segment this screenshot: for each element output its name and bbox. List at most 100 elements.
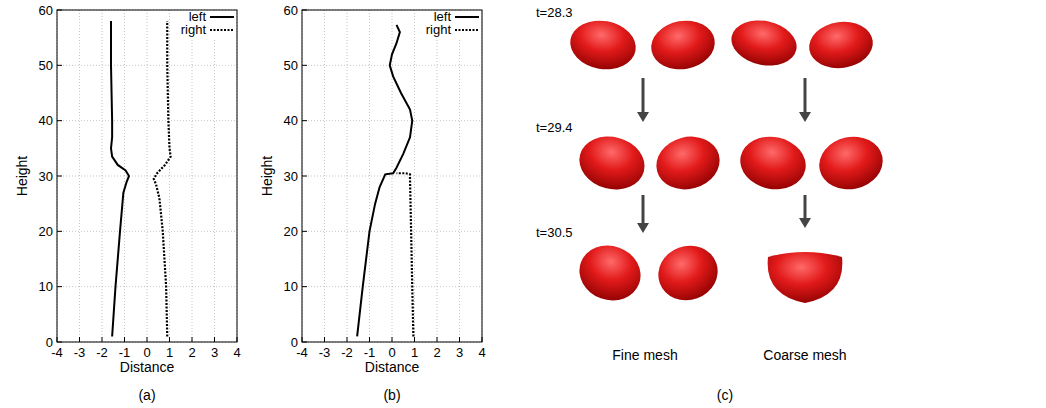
droplet-panel: t=28.3t=29.4t=30.5Fine meshCoarse mesh(c…	[536, 5, 888, 403]
droplet	[566, 16, 639, 75]
tick-label: 0	[143, 345, 150, 360]
tick-label: -3	[74, 345, 86, 360]
series-line	[154, 21, 171, 336]
tick-label: 3	[456, 345, 463, 360]
tick-label: 4	[233, 345, 240, 360]
grid-line	[324, 10, 325, 342]
legend: leftright	[178, 9, 236, 39]
grid-line	[302, 231, 482, 232]
tick	[57, 231, 62, 232]
tick	[437, 337, 438, 342]
axis-title: Height	[14, 156, 30, 197]
tick	[79, 337, 80, 342]
arrow-head	[637, 112, 649, 122]
grid-line	[57, 120, 237, 121]
grid-line	[169, 10, 170, 342]
tick-label: 30	[39, 169, 53, 184]
plot-frame	[302, 10, 482, 342]
tick-label: 60	[39, 3, 53, 18]
legend-sample	[455, 29, 479, 31]
tick	[302, 286, 307, 287]
tick-label: 0	[388, 345, 395, 360]
time-label: t=29.4	[536, 120, 573, 135]
legend: leftright	[423, 9, 481, 39]
axis-title: Distance	[365, 359, 420, 375]
tick-label: -1	[364, 345, 376, 360]
tick-label: 50	[284, 58, 298, 73]
panel: -4-3-2-1012340102030405060DistanceHeight…	[259, 3, 486, 404]
tick-label: 20	[39, 224, 53, 239]
axis-title: Height	[259, 156, 275, 197]
tick	[192, 337, 193, 342]
tick-label: 60	[284, 3, 298, 18]
tick	[347, 337, 348, 342]
tick-label: 30	[284, 169, 298, 184]
grid-line	[57, 65, 237, 66]
tick-label: -1	[119, 345, 131, 360]
panel: -4-3-2-1012340102030405060DistanceHeight…	[14, 3, 241, 404]
droplet	[735, 131, 810, 196]
arrow-head	[637, 223, 649, 233]
legend-bg	[178, 11, 236, 39]
tick	[459, 337, 460, 342]
legend-label: right	[426, 22, 452, 37]
time-label: t=28.3	[536, 5, 573, 20]
tick-label: 1	[166, 345, 173, 360]
tick	[124, 337, 125, 342]
tick-label: 4	[478, 345, 485, 360]
grid-line	[57, 176, 237, 177]
legend-sample	[455, 16, 479, 18]
time-label: t=30.5	[536, 225, 573, 240]
droplet	[806, 18, 876, 72]
tick-label: 2	[188, 345, 195, 360]
tick-label: 2	[433, 345, 440, 360]
tick-label: 50	[39, 58, 53, 73]
droplet	[573, 129, 650, 196]
tick	[302, 231, 307, 232]
column-label: Fine mesh	[612, 347, 677, 363]
tick	[102, 337, 103, 342]
arrow-head	[799, 112, 811, 122]
legend-sample	[210, 16, 234, 18]
tick	[324, 337, 325, 342]
tick-label: 0	[291, 335, 298, 350]
tick-label: 0	[46, 335, 53, 350]
grid-line	[414, 10, 415, 342]
tick-label: 40	[284, 113, 298, 128]
droplet	[814, 131, 887, 195]
tick	[214, 337, 215, 342]
figure: -4-3-2-1012340102030405060DistanceHeight…	[0, 0, 1046, 408]
series-line	[357, 25, 412, 337]
tick	[57, 176, 62, 177]
grid-line	[57, 231, 237, 232]
data-group	[357, 25, 413, 337]
panel-label: (b)	[383, 387, 400, 403]
tick	[392, 337, 393, 342]
legend-bg	[423, 11, 481, 39]
droplet	[727, 15, 801, 72]
droplet	[650, 130, 725, 197]
tick-label: 40	[39, 113, 53, 128]
tick	[414, 337, 415, 342]
tick-label: 10	[39, 279, 53, 294]
tick	[57, 120, 62, 121]
tick-label: 3	[211, 345, 218, 360]
arrow	[642, 78, 645, 114]
grid-line	[57, 286, 237, 287]
grid-line	[302, 286, 482, 287]
grid-line	[79, 10, 80, 342]
merged-droplet	[768, 252, 843, 303]
grid-line	[302, 65, 482, 66]
legend-sample	[210, 29, 234, 31]
arrow	[804, 195, 807, 220]
series-line	[397, 173, 414, 336]
tick-label: 1	[411, 345, 418, 360]
legend-label: right	[181, 22, 207, 37]
droplet	[647, 16, 718, 74]
grid-line	[459, 10, 460, 342]
droplet	[651, 237, 726, 308]
grid-line	[302, 176, 482, 177]
tick	[147, 337, 148, 342]
axis-title: Distance	[120, 359, 175, 375]
series-line	[111, 21, 129, 336]
